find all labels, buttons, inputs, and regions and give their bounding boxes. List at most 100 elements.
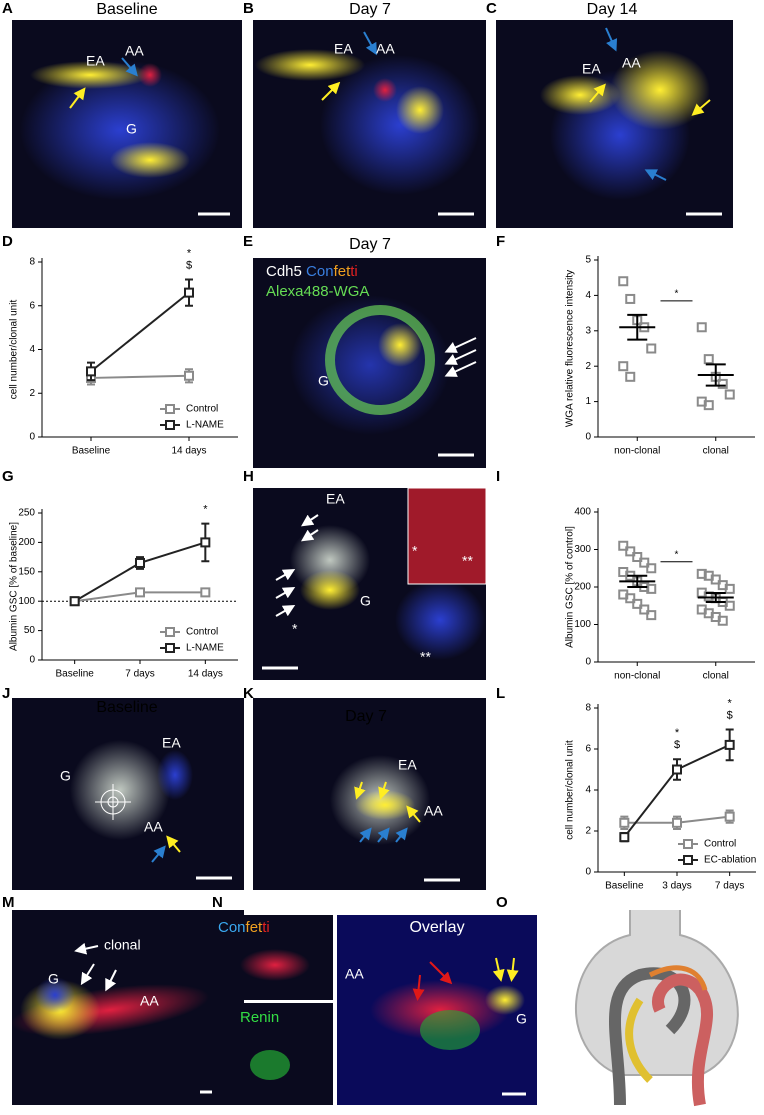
y-axis-label: cell number/clonal unit <box>565 740 576 840</box>
stain: Cdh5 <box>266 263 302 280</box>
marker <box>200 587 211 598</box>
panel-a: A Baseline EA AA G <box>2 0 242 228</box>
annotation: EA <box>86 53 105 69</box>
annotation: AA <box>345 966 364 982</box>
legend-marker <box>683 839 693 849</box>
legend-label: EC-ablation <box>704 855 756 866</box>
panel-label: E <box>243 233 253 250</box>
y-tick-label: 8 <box>29 257 35 268</box>
panel-label: O <box>496 894 508 911</box>
point <box>632 552 643 562</box>
annotation: * <box>728 697 733 709</box>
point <box>710 574 721 585</box>
annotation: $ <box>186 259 192 271</box>
point <box>717 615 728 626</box>
x-tick-label: 14 days <box>188 669 223 680</box>
y-axis-label: Albumin GSC [% of control] <box>565 526 576 648</box>
panel-label: B <box>243 0 254 17</box>
panel-label: G <box>2 468 14 485</box>
panel-label: A <box>2 0 13 17</box>
y-tick-label: 400 <box>574 507 591 518</box>
annotation: * <box>187 247 192 259</box>
annotation: AA <box>140 993 159 1009</box>
y-tick-label: 0 <box>585 432 591 443</box>
panel-e: E Day 7 Cdh5 Confetti Alexa488-WGA G <box>243 233 486 468</box>
legend-label: Control <box>186 627 218 638</box>
annotation: G <box>126 121 137 137</box>
annotation: AA <box>376 41 395 57</box>
significance: * <box>675 289 679 300</box>
point <box>724 600 735 611</box>
stain-label: Cdh5 Confetti <box>266 263 358 280</box>
stain: ti <box>350 263 358 280</box>
x-tick-label: 7 days <box>715 881 744 892</box>
stain: fet <box>334 263 352 280</box>
marker <box>135 587 145 598</box>
point <box>646 343 657 354</box>
vessel <box>625 997 653 1083</box>
y-axis-label: WGA relative fluorescence intensity <box>565 270 576 427</box>
point <box>625 593 636 604</box>
legend-marker <box>165 643 175 653</box>
stain-label: Renin <box>240 1009 279 1026</box>
marker <box>184 370 194 381</box>
annotation: $ <box>727 709 733 721</box>
annotation: AA <box>622 55 641 71</box>
series-line <box>90 291 190 373</box>
x-tick-label: clonal <box>703 671 729 682</box>
annotation: EA <box>334 41 353 57</box>
point <box>703 400 714 411</box>
point <box>724 389 735 400</box>
y-tick-label: 0 <box>585 867 591 878</box>
stain: Con <box>306 263 334 280</box>
y-tick-label: 1 <box>585 396 591 407</box>
significance: * <box>675 549 679 560</box>
panel-c: C Day 14 EA AA <box>486 0 733 228</box>
vessel <box>609 967 691 1106</box>
legend-label: L-NAME <box>186 420 224 431</box>
stain: fet <box>246 919 264 936</box>
y-tick-label: 4 <box>29 344 35 355</box>
annotation: * <box>203 503 208 515</box>
point <box>625 371 636 382</box>
y-tick-label: 3 <box>585 325 591 336</box>
x-tick-label: 3 days <box>662 881 691 892</box>
annotation: * <box>412 543 418 559</box>
y-tick-label: 2 <box>585 826 591 837</box>
panel-label: L <box>496 685 505 702</box>
series-line <box>90 374 190 379</box>
stain-label: Confetti <box>218 919 270 936</box>
annotation: ** <box>420 649 431 665</box>
legend-marker <box>165 420 175 430</box>
vessel <box>652 973 714 1107</box>
legend-marker <box>165 404 175 414</box>
stain: ti <box>262 919 270 936</box>
panel-label: F <box>496 233 505 250</box>
annotation: AA <box>144 819 163 835</box>
annotation: $ <box>674 739 680 751</box>
y-tick-label: 150 <box>18 566 35 577</box>
annotation: * <box>675 727 680 739</box>
annotation: G <box>360 593 371 609</box>
point <box>646 583 657 594</box>
marker <box>619 817 630 828</box>
annotation: G <box>516 1011 527 1027</box>
x-tick-label: 7 days <box>125 669 154 680</box>
panel-title: Day 7 <box>349 236 391 253</box>
annotation: AA <box>424 803 443 819</box>
marker <box>184 287 194 298</box>
annotation: EA <box>582 61 601 77</box>
point <box>625 293 636 304</box>
point <box>639 557 650 568</box>
error-bar <box>705 592 726 603</box>
x-tick-label: non-clonal <box>614 446 660 457</box>
y-tick-label: 100 <box>18 596 35 607</box>
x-tick-label: Baseline <box>55 669 94 680</box>
y-tick-label: 0 <box>29 432 35 443</box>
y-axis-label: cell number/clonal unit <box>9 300 20 400</box>
error-bar <box>627 574 648 588</box>
panel-k: K Day 7 EA AA <box>243 685 486 890</box>
x-tick-label: Baseline <box>72 446 111 457</box>
annotation: EA <box>326 491 345 507</box>
x-tick-label: clonal <box>703 446 729 457</box>
